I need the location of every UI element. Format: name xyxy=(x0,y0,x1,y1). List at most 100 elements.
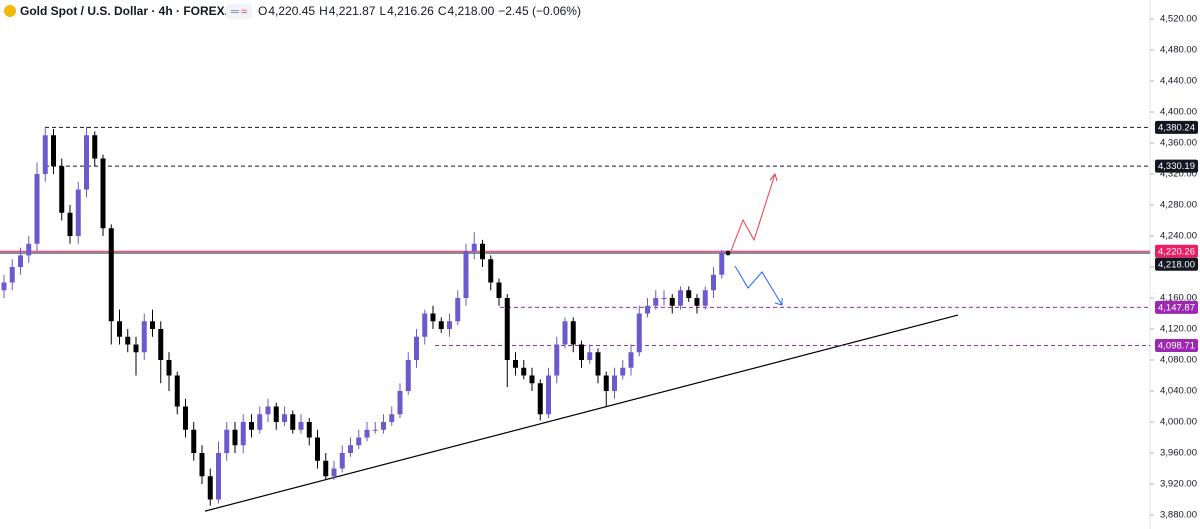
candle-body xyxy=(1,282,7,291)
candle-body xyxy=(645,305,650,314)
y-tick-label: 4,160.00 xyxy=(1160,293,1197,304)
candle-body xyxy=(34,174,40,244)
candle-body xyxy=(117,321,122,337)
ohlc: O 4,220.45 H 4,221.87 L 4,216.26 C 4,218.00 −2.4… xyxy=(258,4,581,18)
candle-body xyxy=(18,255,23,267)
indicator-toggle[interactable] xyxy=(226,4,252,19)
candle-body xyxy=(686,290,692,298)
candle-body xyxy=(595,352,601,376)
candle-body xyxy=(694,298,700,306)
candle-body xyxy=(414,336,419,360)
candle-body xyxy=(315,437,320,461)
symbol-icon xyxy=(4,5,16,17)
y-tick-label: 4,040.00 xyxy=(1160,386,1197,397)
price-tag-label: 4,220.26 xyxy=(1158,246,1195,257)
candle-body xyxy=(257,414,263,430)
candle-body xyxy=(265,406,271,415)
y-tick-label: 3,880.00 xyxy=(1160,510,1197,521)
candle-body xyxy=(628,352,634,368)
candle-body xyxy=(273,406,279,422)
candle-body xyxy=(504,298,510,360)
candle-body xyxy=(150,321,155,329)
candle-body xyxy=(67,212,73,236)
candle-body xyxy=(513,360,518,368)
candle-body xyxy=(669,298,675,306)
ohlc-value: 4,216.26 xyxy=(387,4,434,18)
candle-body xyxy=(108,228,114,322)
candle-body xyxy=(232,429,238,446)
candle-body xyxy=(125,336,131,345)
candle-body xyxy=(26,243,32,256)
y-tick-label: 4,080.00 xyxy=(1160,355,1197,366)
candle-body xyxy=(702,290,708,306)
projection-up xyxy=(730,173,776,252)
candle-body xyxy=(463,251,469,298)
candle-body xyxy=(546,375,551,415)
candle-body xyxy=(438,321,444,329)
candle-body xyxy=(216,453,221,500)
candle-body xyxy=(405,360,411,391)
candle-body xyxy=(562,321,568,345)
icon: ≈ xyxy=(241,6,247,18)
price-tag-label: 4,218.00 xyxy=(1158,259,1195,270)
candle-body xyxy=(183,406,188,430)
y-tick-label: 4,320.00 xyxy=(1160,169,1197,180)
candle-body xyxy=(471,243,477,252)
candle-body xyxy=(711,274,716,291)
change: −2.45 (−0.06%) xyxy=(498,4,581,18)
candle-body xyxy=(372,429,378,431)
candle-body xyxy=(290,414,296,430)
candle-body xyxy=(678,290,683,306)
ohlc-value: 4,221.87 xyxy=(329,4,376,18)
candle-body xyxy=(636,313,642,353)
candle-body xyxy=(554,344,560,376)
candle-body xyxy=(100,158,106,229)
candle-body xyxy=(240,422,246,446)
candle-body xyxy=(207,476,213,500)
candle-body xyxy=(51,135,56,167)
candle-body xyxy=(587,352,593,360)
y-tick-label: 4,120.00 xyxy=(1160,324,1197,335)
arrow-head xyxy=(774,298,783,306)
candle-body xyxy=(496,282,502,298)
y-tick-label: 4,440.00 xyxy=(1160,76,1197,87)
candle-body xyxy=(653,298,659,306)
price-tag-label: 4,147.87 xyxy=(1158,302,1195,313)
y-tick-label: 3,920.00 xyxy=(1160,479,1197,490)
y-tick-label: 3,960.00 xyxy=(1160,448,1197,459)
ohlc-key: L xyxy=(379,4,386,18)
candle-body xyxy=(282,414,287,422)
price-tag xyxy=(1155,120,1198,134)
price-tag xyxy=(1155,159,1198,173)
candle-body xyxy=(59,166,65,213)
candle-body xyxy=(141,321,147,353)
candle-body xyxy=(661,298,667,299)
candle-body xyxy=(430,313,436,322)
price-tag-label: 4,098.71 xyxy=(1158,341,1195,352)
symbol-title: Gold Spot / U.S. Dollar · 4h · FOREX.com xyxy=(20,4,253,18)
price-tag xyxy=(1155,338,1198,352)
candle-body xyxy=(191,429,197,453)
projection-down xyxy=(734,265,783,306)
candle-body xyxy=(174,375,180,407)
candle-body xyxy=(488,259,494,283)
candle-body xyxy=(224,429,230,453)
ohlc-value: 4,220.45 xyxy=(268,4,315,18)
arrow-head xyxy=(769,172,778,182)
candle-body xyxy=(537,383,543,415)
candle-body xyxy=(521,367,527,376)
price-tag xyxy=(1155,244,1198,258)
candle-body xyxy=(9,267,15,283)
candle-body xyxy=(133,344,139,353)
candle-body xyxy=(331,468,337,477)
y-tick-label: 4,240.00 xyxy=(1160,231,1197,242)
candle-body xyxy=(603,375,609,391)
candle-body xyxy=(579,344,584,360)
candle-body xyxy=(397,391,403,415)
price-tag-label: 4,380.24 xyxy=(1158,122,1195,133)
candle-body xyxy=(570,321,576,345)
candle-body xyxy=(612,375,617,391)
